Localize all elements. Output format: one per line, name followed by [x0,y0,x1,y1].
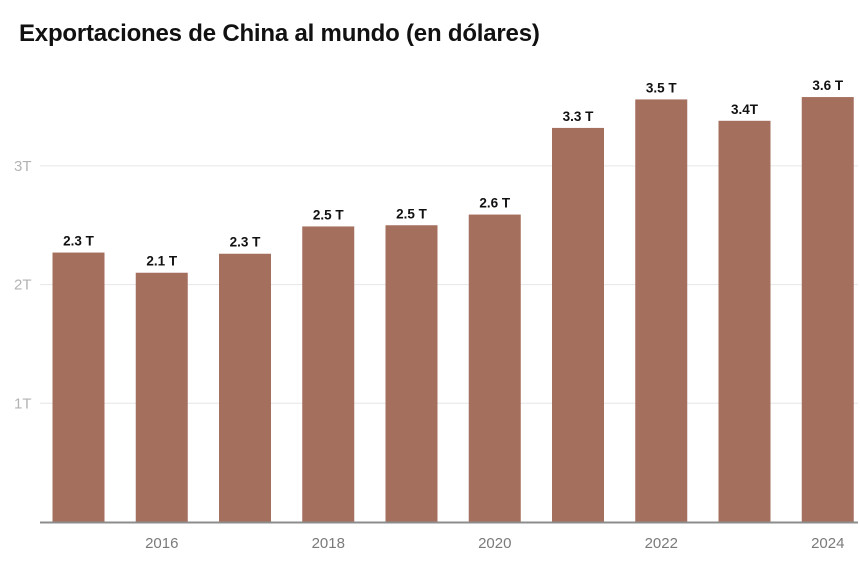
data-label: 2.5 T [313,207,345,222]
bar [219,253,271,522]
data-labels: 2.3 T 2.1 T 2.3 T 2.5 T 2.5 T 2.6 T 3.3 T 3.5 T… [63,78,844,269]
x-tick-label: 2022 [645,535,678,552]
bar [135,272,188,522]
data-label: 3.3 T [563,109,595,124]
data-label: 2.6 T [479,196,511,211]
bar [552,127,604,522]
y-tick-label: 2T [14,277,32,294]
bars [52,97,854,522]
bar [468,214,521,522]
bar [302,226,355,522]
x-tick-label: 2020 [478,535,511,552]
data-label: 3.4T [731,102,759,117]
y-axis-ticks: 1T 2T 3T [14,158,32,412]
x-tick-label: 2016 [145,535,178,552]
bar [52,252,105,522]
data-label: 2.5 T [396,206,428,221]
data-label: 3.6 T [812,78,844,93]
bar [385,225,438,522]
y-tick-label: 1T [14,395,32,412]
bar [718,120,771,522]
data-label: 2.1 T [146,254,178,269]
bar [801,97,854,522]
data-label: 2.3 T [63,234,95,249]
bar [635,99,688,522]
data-label: 3.5 T [646,80,678,95]
chart-title: Exportaciones de China al mundo (en dóla… [19,20,540,47]
x-tick-label: 2018 [312,535,345,552]
x-tick-label: 2024 [811,535,844,552]
x-axis-ticks: 2016 2018 2020 2022 2024 [145,535,844,552]
y-tick-label: 3T [14,158,32,175]
data-label: 2.3 T [230,235,262,250]
